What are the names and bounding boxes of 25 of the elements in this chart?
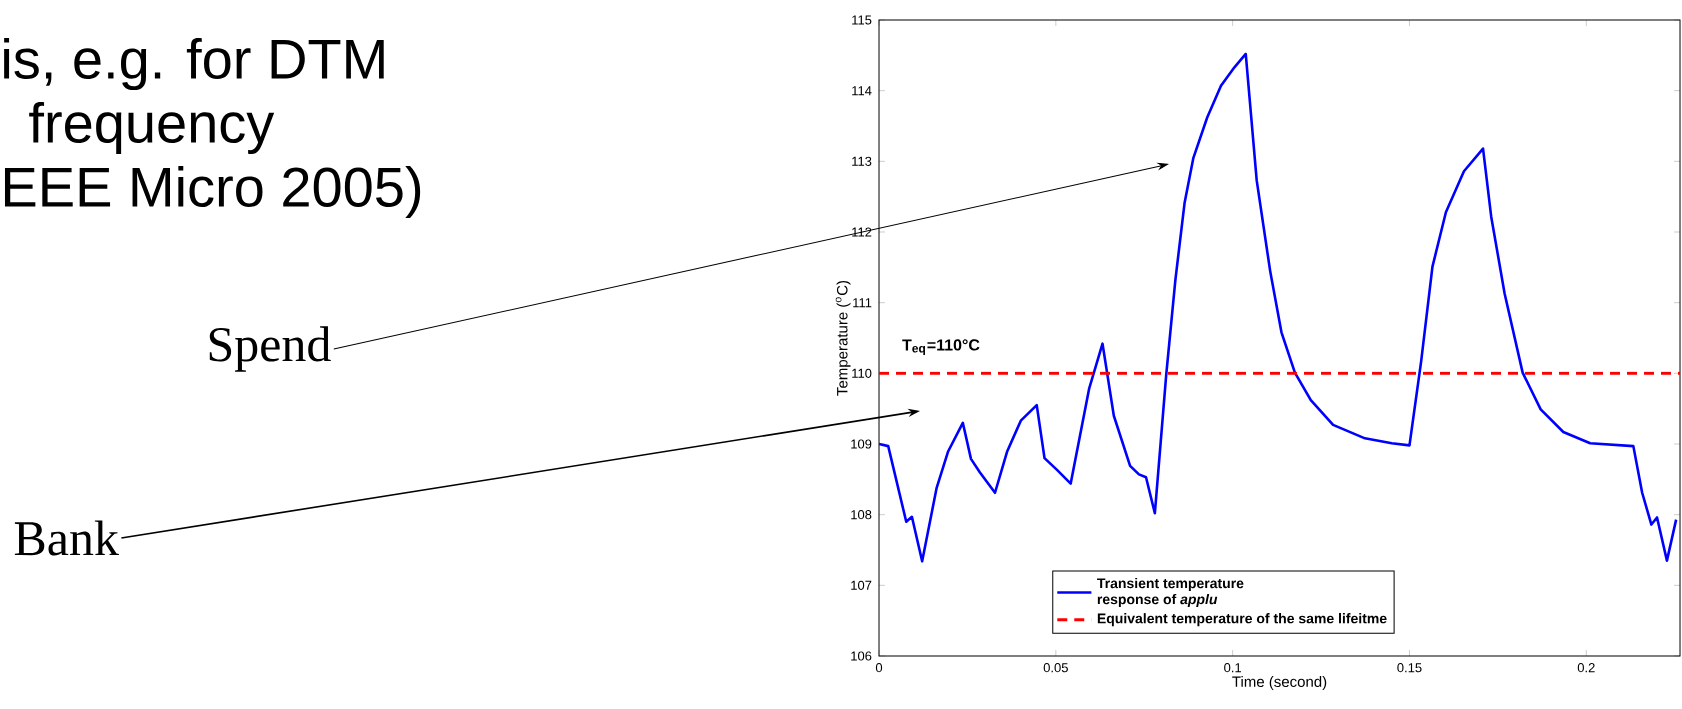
y-tick-label: 115: [852, 15, 872, 25]
text: is, e.g. for DTM: [4, 37, 384, 91]
y-tick-label: 109: [851, 439, 872, 449]
text: frequency: [29, 101, 275, 155]
x-tick-label: 0.1: [1224, 663, 1242, 673]
y-tick-label: 108: [851, 510, 872, 520]
y-tick-label: 106: [851, 651, 872, 661]
annotation: T$_{eq}$=110°C: [902, 339, 980, 355]
x-tick-label: 0.05: [1043, 663, 1068, 673]
x-axis-title: Time (second): [1232, 676, 1327, 690]
y-tick-label: 110: [852, 368, 872, 378]
line-series: [879, 52, 1678, 563]
legend-label: Equivalent temperature of the same lifeitme: [1097, 613, 1387, 627]
legend-label: Transient temperature response of applu: [1097, 577, 1244, 608]
y-tick-label: 113: [852, 156, 872, 166]
x-tick-label: 0.15: [1397, 663, 1422, 673]
y-tick-label: 111: [853, 298, 872, 308]
x-tick-label: 0.2: [1577, 663, 1595, 673]
y-tick-label: 107: [851, 580, 872, 590]
y-tick-label: 114: [852, 86, 872, 96]
x-tick-label: 0: [875, 663, 883, 673]
text: Bank: [14, 520, 119, 556]
text: EEE Micro 2005): [4, 165, 421, 219]
text: Spend: [209, 326, 331, 372]
y-axis-title: Temperature ($^{o}$C): [835, 280, 851, 396]
